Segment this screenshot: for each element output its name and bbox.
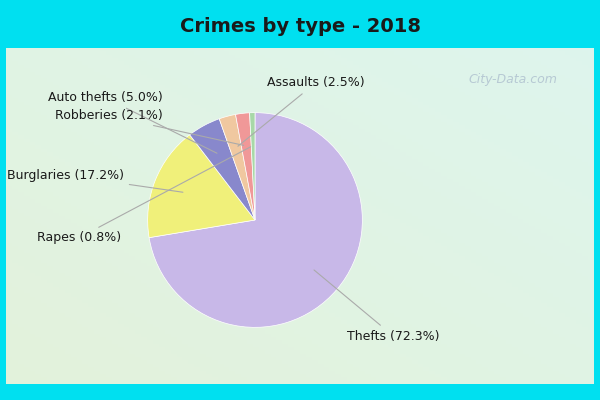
Text: Burglaries (17.2%): Burglaries (17.2%) <box>7 169 183 192</box>
Text: Robberies (2.1%): Robberies (2.1%) <box>55 109 244 145</box>
Wedge shape <box>236 113 255 220</box>
Wedge shape <box>219 114 255 220</box>
Wedge shape <box>250 113 255 220</box>
Text: Auto thefts (5.0%): Auto thefts (5.0%) <box>48 91 217 153</box>
Text: City-Data.com: City-Data.com <box>468 74 557 86</box>
Wedge shape <box>149 113 362 327</box>
Wedge shape <box>148 135 255 238</box>
Text: Assaults (2.5%): Assaults (2.5%) <box>238 76 365 146</box>
Text: Rapes (0.8%): Rapes (0.8%) <box>37 147 251 244</box>
Text: Thefts (72.3%): Thefts (72.3%) <box>314 270 440 343</box>
Text: Crimes by type - 2018: Crimes by type - 2018 <box>179 16 421 36</box>
Wedge shape <box>190 119 255 220</box>
